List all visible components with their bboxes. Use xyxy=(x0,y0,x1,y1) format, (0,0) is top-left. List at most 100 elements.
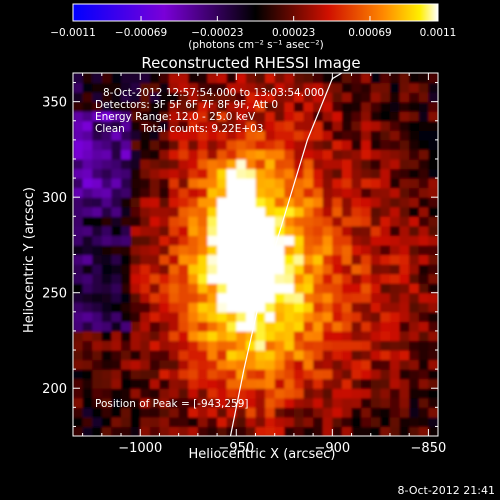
heatmap-cell xyxy=(73,216,84,227)
heatmap-cell xyxy=(255,168,266,179)
heatmap-cell xyxy=(73,369,84,380)
heatmap-cell xyxy=(313,330,324,342)
heatmap-cell xyxy=(217,149,228,160)
heatmap-cell xyxy=(361,254,372,265)
heatmap-cell xyxy=(92,407,103,418)
heatmap-cell xyxy=(92,426,103,436)
heatmap-cell xyxy=(197,340,209,351)
heatmap-cell xyxy=(313,187,324,198)
heatmap-cell xyxy=(159,244,170,256)
heatmap-cell xyxy=(236,273,247,284)
heatmap-cell xyxy=(332,416,343,428)
heatmap-cell xyxy=(149,178,161,189)
heatmap-cell xyxy=(380,292,391,303)
heatmap-cell xyxy=(399,407,410,418)
heatmap-cell xyxy=(82,407,93,418)
heatmap-cell xyxy=(341,139,353,151)
heatmap-cell xyxy=(82,397,93,408)
heatmap-cell xyxy=(101,359,113,370)
heatmap-cell xyxy=(322,311,333,322)
heatmap-cell xyxy=(274,407,285,418)
heatmap-cell xyxy=(428,311,438,322)
heatmap-cell xyxy=(121,178,132,189)
heatmap-cell xyxy=(399,149,410,160)
heatmap-cell xyxy=(274,283,285,294)
heatmap-cell xyxy=(178,369,189,380)
heatmap-cell xyxy=(293,330,305,342)
heatmap-cell xyxy=(121,340,132,351)
heatmap-cell xyxy=(303,292,314,303)
heatmap-cell xyxy=(293,158,305,170)
heatmap-cell xyxy=(332,82,343,93)
heatmap-cell xyxy=(341,292,353,303)
heatmap-cell xyxy=(73,311,84,322)
heatmap-cell xyxy=(178,321,189,332)
heatmap-cell xyxy=(341,168,353,179)
heatmap-cell xyxy=(82,187,93,198)
heatmap-cell xyxy=(207,311,218,322)
heatmap-cell xyxy=(82,120,93,131)
heatmap-cell xyxy=(351,302,362,313)
heatmap-cell xyxy=(188,139,199,151)
y-axis-label: Heliocentric Y (arcsec) xyxy=(22,187,37,333)
heatmap-cell xyxy=(73,273,84,284)
heatmap-cell xyxy=(245,235,257,246)
heatmap-cell xyxy=(159,216,170,227)
heatmap-cell xyxy=(313,426,324,436)
heatmap-cell xyxy=(130,397,141,408)
heatmap-cell xyxy=(284,178,295,189)
heatmap-cell xyxy=(236,168,247,179)
heatmap-cell xyxy=(140,311,151,322)
heatmap-cell xyxy=(207,283,218,294)
heatmap-cell xyxy=(332,158,343,170)
heatmap-cell xyxy=(399,340,410,351)
heatmap-cell xyxy=(159,340,170,351)
heatmap-cell xyxy=(341,330,353,342)
heatmap-cell xyxy=(399,378,410,389)
heatmap-cell xyxy=(313,139,324,151)
annotation-energy-range: Energy Range: 12.0 - 25.0 keV xyxy=(95,111,256,123)
heatmap-cell xyxy=(255,130,266,141)
heatmap-cell xyxy=(169,369,180,380)
heatmap-cell xyxy=(178,397,189,408)
heatmap-cell xyxy=(111,254,122,265)
heatmap-cell xyxy=(265,292,276,303)
heatmap-cell xyxy=(265,187,276,198)
heatmap-cell xyxy=(303,244,314,256)
heatmap-cell xyxy=(428,120,438,131)
heatmap-cell xyxy=(389,416,401,428)
heatmap-cell xyxy=(322,120,333,131)
heatmap-cell xyxy=(399,168,410,179)
heatmap-cell xyxy=(399,264,410,275)
heatmap-cell xyxy=(169,397,180,408)
heatmap-cell xyxy=(341,273,353,284)
heatmap-cell xyxy=(351,273,362,284)
heatmap-cell xyxy=(140,350,151,361)
heatmap-cell xyxy=(332,73,343,84)
heatmap-cell xyxy=(121,292,132,303)
heatmap-cell xyxy=(322,139,333,151)
colorbar xyxy=(72,3,439,22)
heatmap-cell xyxy=(130,158,141,170)
heatmap-cell xyxy=(428,397,438,408)
heatmap-cell xyxy=(111,73,122,84)
heatmap-cell xyxy=(332,292,343,303)
heatmap-cell xyxy=(169,350,180,361)
heatmap-cell xyxy=(92,187,103,198)
heatmap-cell xyxy=(197,82,209,93)
heatmap-cell xyxy=(284,340,295,351)
heatmap-cell xyxy=(418,178,429,189)
heatmap-cell xyxy=(313,149,324,160)
heatmap-cell xyxy=(111,407,122,418)
heatmap-cell xyxy=(226,111,237,122)
heatmap-cell xyxy=(322,197,333,208)
heatmap-cell xyxy=(140,330,151,342)
heatmap-image xyxy=(73,73,438,436)
heatmap-cell xyxy=(73,101,84,112)
heatmap-cell xyxy=(188,168,199,179)
heatmap-cell xyxy=(188,149,199,160)
heatmap-cell xyxy=(332,216,343,227)
heatmap-cell xyxy=(121,397,132,408)
heatmap-cell xyxy=(293,407,305,418)
heatmap-cell xyxy=(293,235,305,246)
